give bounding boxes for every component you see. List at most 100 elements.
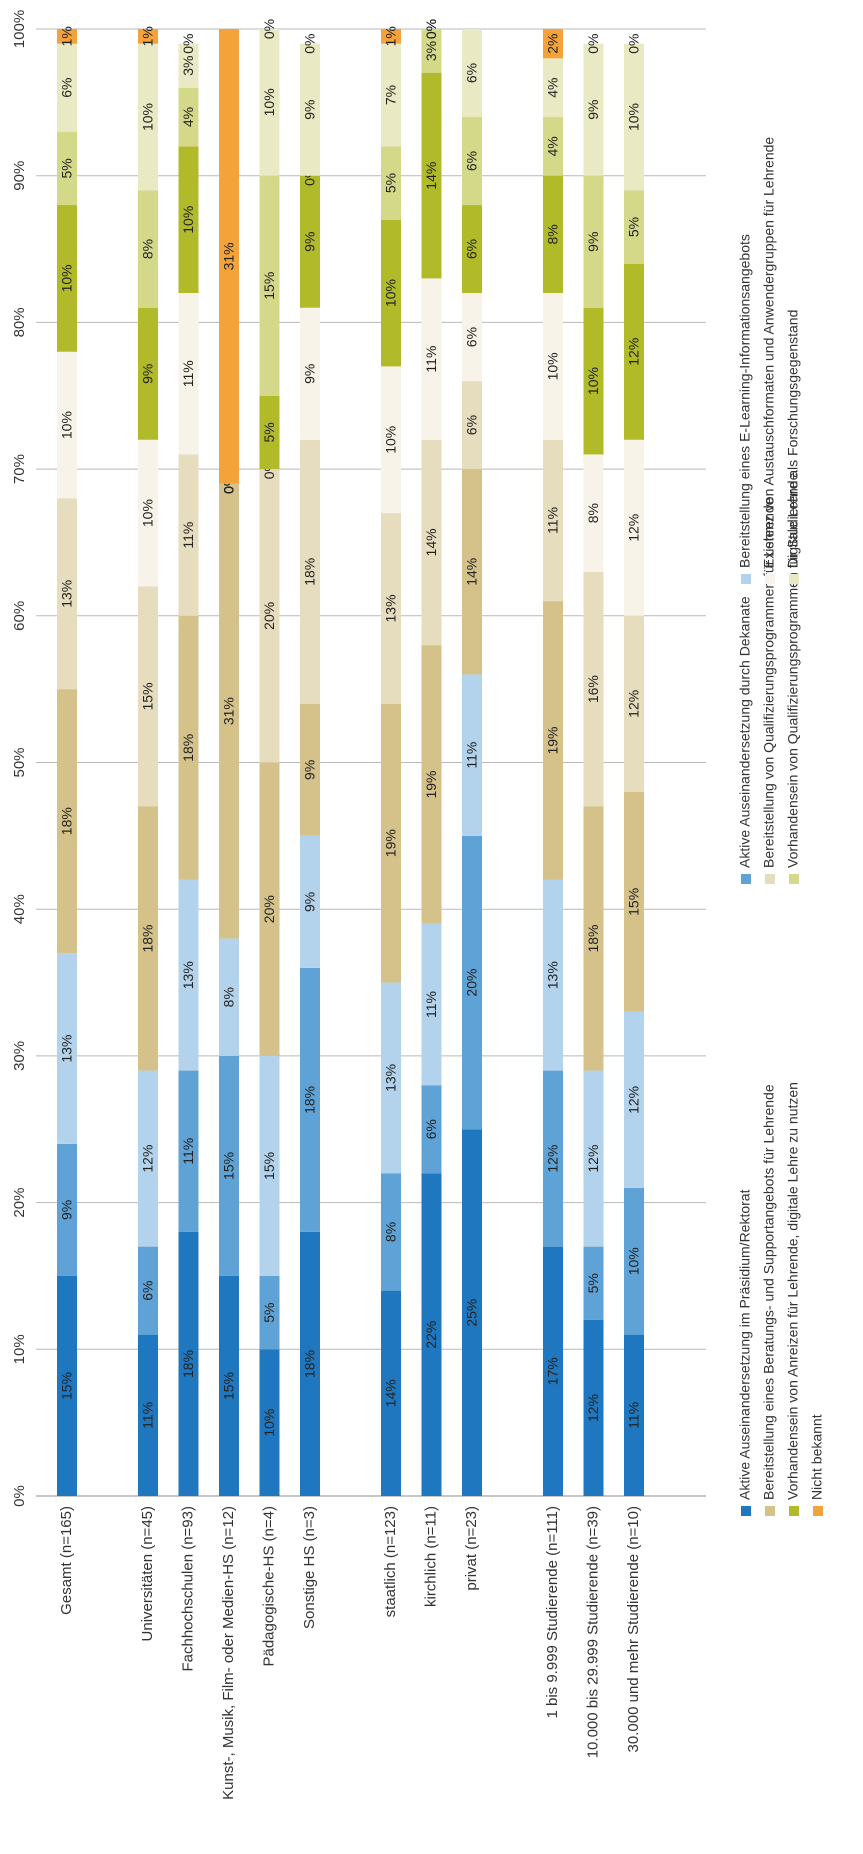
data-label: 9% (585, 100, 601, 120)
data-label: 6% (464, 63, 480, 83)
bar-segment (300, 175, 320, 308)
data-label: 0% (626, 34, 642, 54)
legend-item: Aktive Auseinandersetzung im Präsidium/R… (737, 1189, 753, 1516)
bar-segment (259, 762, 280, 1056)
data-label: 15% (221, 1372, 237, 1400)
data-label: 5% (261, 1303, 277, 1323)
bar-segment (624, 1187, 644, 1335)
legend-swatch (813, 1506, 823, 1516)
data-label: 0% (585, 34, 601, 54)
data-label: 4% (180, 107, 196, 127)
data-label: 15% (626, 888, 642, 916)
category-label: privat (n=23) (463, 1506, 480, 1591)
bar-segment (57, 1275, 77, 1496)
data-label: 8% (383, 1222, 399, 1242)
bar-segment (219, 483, 239, 939)
data-label: 5% (261, 422, 277, 442)
legend-label: Bereitstellung eines E-Learning-Informat… (737, 234, 753, 568)
data-label: 12% (585, 1394, 601, 1422)
bar-segment (178, 454, 199, 616)
data-label: 5% (59, 158, 75, 178)
data-label: 19% (383, 829, 399, 857)
data-label: 11% (626, 1402, 642, 1429)
bar-segment (583, 454, 604, 572)
bar-segment (543, 1070, 563, 1247)
legend-swatch (741, 874, 751, 884)
data-label: 6% (140, 1281, 156, 1301)
data-label: 18% (59, 807, 75, 835)
bar-segment (57, 205, 77, 352)
bar-segment (583, 1070, 604, 1247)
bar-segment (138, 43, 158, 191)
bar-segment (259, 469, 280, 763)
legend-label: Vorhandensein von Qualifizierungsprogram… (785, 472, 801, 868)
bar-segment (583, 1246, 604, 1320)
category-label: Gesamt (n=165) (58, 1506, 75, 1615)
data-label: 25% (464, 1299, 480, 1327)
legend-label: Aktive Auseinandersetzung durch Dekanate (737, 596, 753, 868)
data-label: 8% (221, 987, 237, 1007)
data-label: 6% (464, 151, 480, 171)
data-label: 12% (545, 1145, 561, 1173)
bar-segment (624, 615, 644, 792)
category-label: Universitäten (n=45) (139, 1506, 156, 1641)
data-label: 0% (302, 34, 318, 54)
legend-swatch (765, 1506, 775, 1516)
data-label: 15% (261, 1152, 277, 1180)
bar-segment (543, 601, 563, 880)
data-label: 2% (545, 34, 561, 54)
data-label: 11% (545, 507, 561, 534)
bar-segment (624, 791, 644, 1012)
data-label: 4% (545, 78, 561, 98)
bar-segment (543, 58, 563, 118)
bar-segment (381, 1173, 401, 1291)
legend-item: Digitale Lehre als Forschungsgegenstand (785, 310, 801, 584)
category-label: staatlich (n=123) (382, 1506, 399, 1617)
legend-item: Bereitstellung von Qualifizierungsprogra… (761, 497, 777, 884)
bar-segment (57, 689, 77, 954)
data-label: 12% (626, 690, 642, 718)
data-label: 14% (423, 162, 439, 190)
data-label: 10% (59, 264, 75, 292)
bar-segment (57, 131, 77, 206)
bar-segment (462, 205, 482, 294)
data-label: 6% (59, 78, 75, 98)
bar-segment (421, 1085, 442, 1174)
data-label: 22% (423, 1321, 439, 1349)
bar-segment (381, 703, 401, 983)
bar-segment (421, 29, 442, 74)
legend-swatch (789, 1506, 799, 1516)
bar-segment (138, 190, 158, 308)
bar-segment (462, 381, 482, 470)
bar-segment (57, 29, 77, 44)
data-label: 11% (423, 991, 439, 1018)
bar-segment (624, 263, 644, 440)
data-label: 19% (545, 726, 561, 754)
data-label: 11% (180, 522, 196, 549)
data-label: 4% (545, 136, 561, 156)
bar-segment (219, 29, 239, 484)
data-label: 15% (140, 682, 156, 710)
data-label: 1% (383, 26, 399, 46)
bar-segment (421, 1173, 442, 1496)
bar-segment (300, 1231, 320, 1496)
bar-segment (583, 571, 604, 807)
data-label: 14% (464, 558, 480, 586)
bar-segment (624, 43, 644, 191)
data-label: 14% (383, 1379, 399, 1407)
bar-segment (138, 1070, 158, 1247)
bar-segment (583, 307, 604, 455)
bar-segment (462, 674, 482, 836)
y-tick-label: 100% (11, 10, 28, 48)
y-tick-label: 50% (11, 747, 28, 777)
bar-segment (178, 1231, 199, 1496)
data-label: 18% (302, 1350, 318, 1378)
bar-segment (624, 1011, 644, 1188)
bar-segment (421, 923, 442, 1086)
data-label: 10% (261, 88, 277, 116)
bar-segment (138, 806, 158, 1071)
legend-item: Bereitstellung eines Beratungs- und Supp… (761, 1084, 777, 1516)
data-label: 20% (464, 969, 480, 997)
data-label: 12% (140, 1145, 156, 1173)
data-label: 11% (464, 742, 480, 769)
